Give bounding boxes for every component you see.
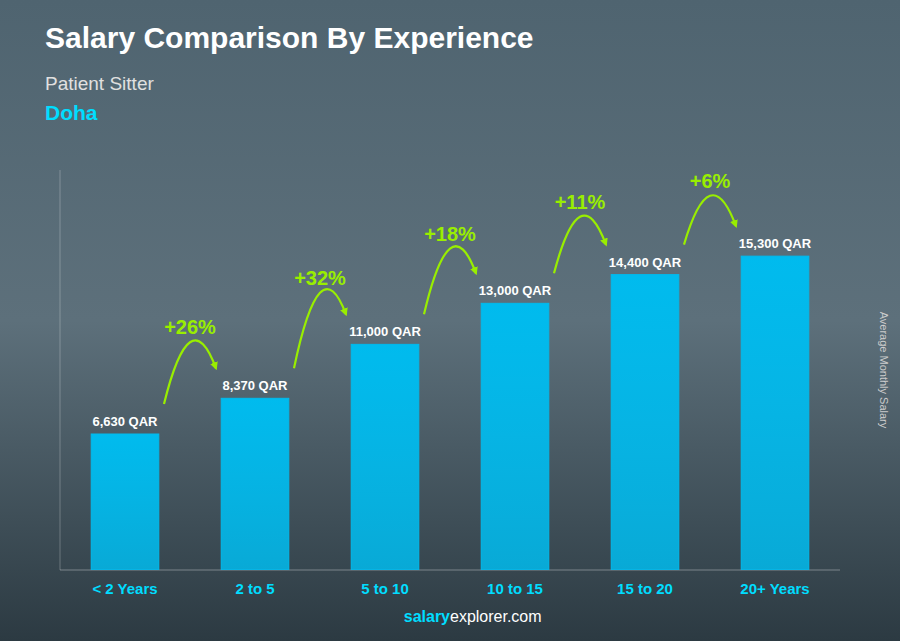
subtitle: Patient Sitter xyxy=(45,73,154,94)
y-axis-label: Average Monthly Salary xyxy=(878,312,890,429)
chart: Salary Comparison By Experience Patient S… xyxy=(0,0,900,641)
change-label: +26% xyxy=(164,316,216,338)
data-label: 13,000 QAR xyxy=(479,283,552,298)
data-label: 14,400 QAR xyxy=(609,255,682,270)
x-tick-label: 5 to 10 xyxy=(361,580,409,597)
bar xyxy=(481,303,549,570)
x-tick-label: 2 to 5 xyxy=(235,580,274,597)
x-axis-line xyxy=(60,570,840,571)
city: Doha xyxy=(45,101,98,124)
data-label: 6,630 QAR xyxy=(92,414,158,429)
bars xyxy=(91,256,809,570)
background xyxy=(0,0,900,641)
change-arrow xyxy=(164,340,216,404)
change-label: +6% xyxy=(690,170,731,192)
y-axis-line xyxy=(60,170,61,570)
footer: explorer.com xyxy=(450,608,542,625)
data-label: 11,000 QAR xyxy=(349,324,421,339)
bar xyxy=(351,344,419,570)
x-tick-label: < 2 Years xyxy=(92,580,157,597)
bar xyxy=(611,275,679,570)
change-arrow xyxy=(554,216,606,274)
x-tick-label: 20+ Years xyxy=(740,580,809,597)
change-arrow xyxy=(684,195,736,244)
bar xyxy=(221,398,289,570)
title: Salary Comparison By Experience xyxy=(45,21,534,54)
change-arrow xyxy=(294,289,346,368)
change-label: +32% xyxy=(294,267,346,289)
bar xyxy=(741,256,809,570)
x-tick-label: 10 to 15 xyxy=(487,580,543,597)
data-label: 8,370 QAR xyxy=(222,378,288,393)
change-arrow xyxy=(424,246,476,314)
x-tick-label: 15 to 20 xyxy=(617,580,673,597)
change-label: +11% xyxy=(555,191,606,213)
data-label: 15,300 QAR xyxy=(739,236,812,251)
bar xyxy=(91,434,159,570)
footer: salary xyxy=(404,608,450,625)
change-label: +18% xyxy=(424,223,476,245)
